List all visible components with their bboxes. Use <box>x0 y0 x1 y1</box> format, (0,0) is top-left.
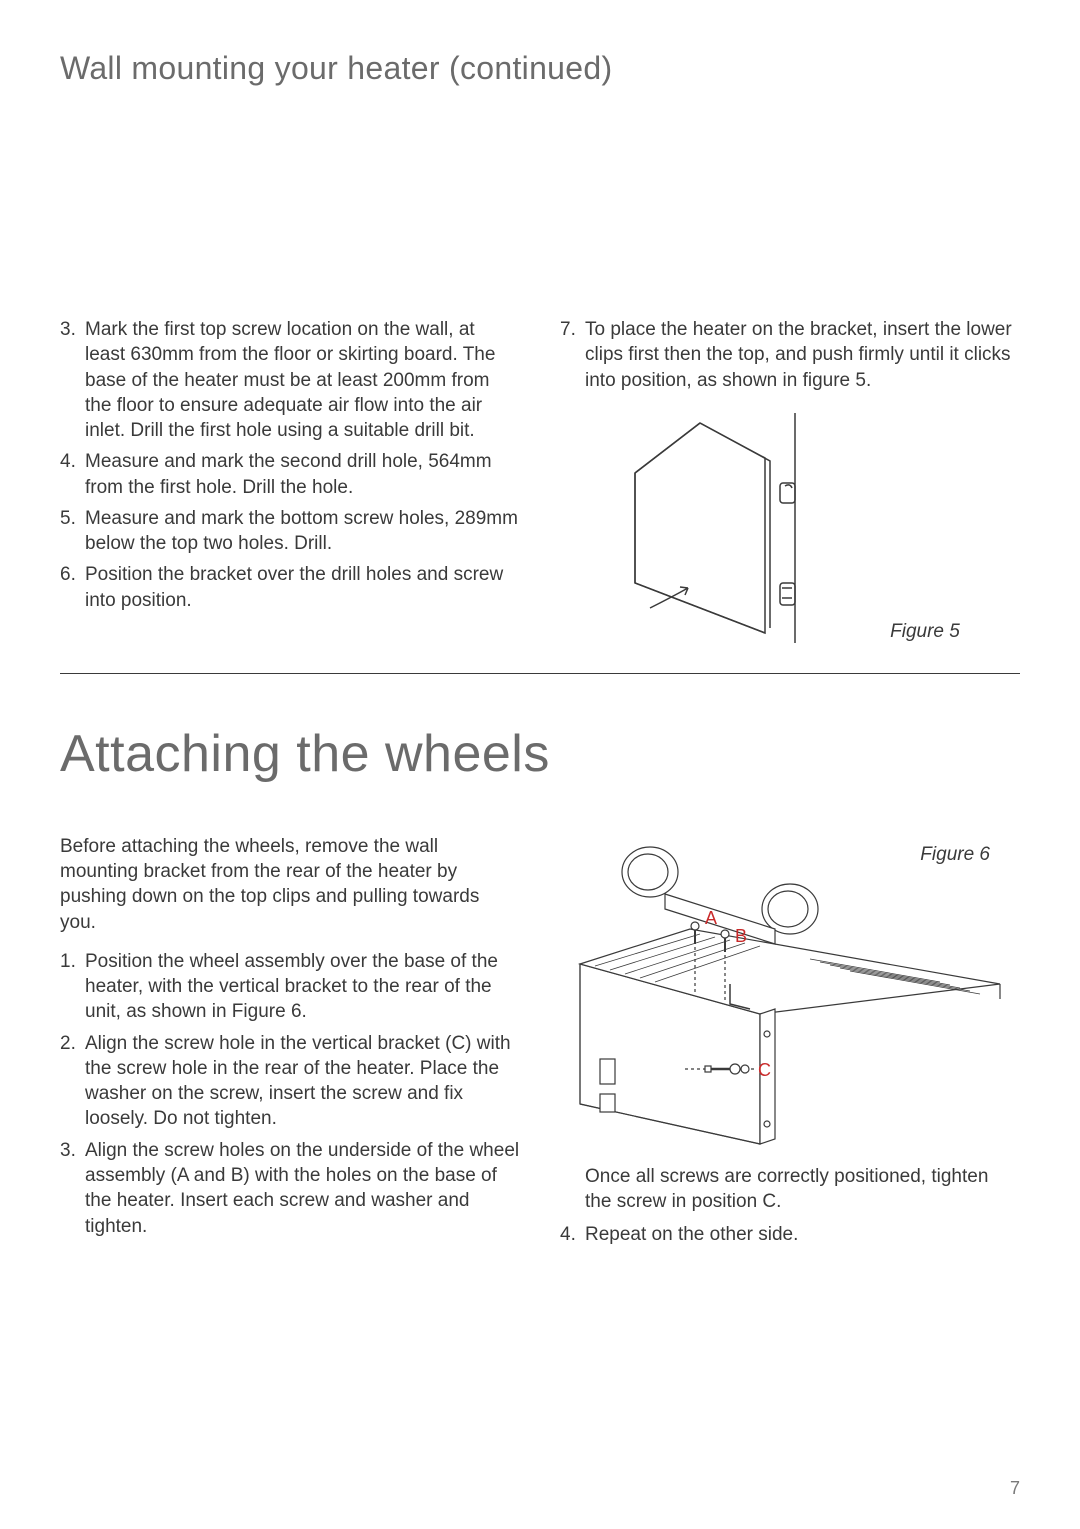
figure5-container: Figure 5 <box>560 413 1020 643</box>
list-item: 7. To place the heater on the bracket, i… <box>560 317 1020 393</box>
figure6-diagram: A B C <box>560 834 1010 1154</box>
below-figure-text: Once all screws are correctly positioned… <box>560 1164 1020 1215</box>
list-item: 5. Measure and mark the bottom screw hol… <box>60 506 520 557</box>
list-text: Repeat on the other side. <box>585 1222 1020 1247</box>
figure6-label: Figure 6 <box>920 844 990 866</box>
list-item: 6. Position the bracket over the drill h… <box>60 562 520 613</box>
intro-paragraph: Before attaching the wheels, remove the … <box>60 834 520 935</box>
section1-right-col: 7. To place the heater on the bracket, i… <box>560 317 1020 643</box>
section1-columns: 3. Mark the first top screw location on … <box>60 317 1020 643</box>
list-item: 2. Align the screw hole in the vertical … <box>60 1031 520 1132</box>
list-text: Position the bracket over the drill hole… <box>85 562 520 613</box>
section2-right-col: A B C Figure 6 Once all screws are corre… <box>560 834 1020 1254</box>
list-text: Align the screw hole in the vertical bra… <box>85 1031 520 1132</box>
list-item: 1. Position the wheel assembly over the … <box>60 949 520 1025</box>
section2-columns: Before attaching the wheels, remove the … <box>60 834 1020 1254</box>
figure5-label: Figure 5 <box>890 621 960 643</box>
list-text: Mark the first top screw location on the… <box>85 317 520 443</box>
list-number: 7. <box>560 317 585 393</box>
list-text: To place the heater on the bracket, inse… <box>585 317 1020 393</box>
list-text: Measure and mark the second drill hole, … <box>85 449 520 500</box>
main-heading: Attaching the wheels <box>60 724 1020 784</box>
page-number: 7 <box>1010 1478 1020 1499</box>
list-number: 2. <box>60 1031 85 1132</box>
list-item: 4. Measure and mark the second drill hol… <box>60 449 520 500</box>
label-b: B <box>735 926 747 946</box>
list-text: Align the screw holes on the underside o… <box>85 1138 520 1239</box>
list-number: 6. <box>60 562 85 613</box>
list-text: Position the wheel assembly over the bas… <box>85 949 520 1025</box>
section2-left-col: Before attaching the wheels, remove the … <box>60 834 520 1254</box>
list-text: Measure and mark the bottom screw holes,… <box>85 506 520 557</box>
section-divider <box>60 673 1020 674</box>
list-item: 3. Mark the first top screw location on … <box>60 317 520 443</box>
list-number: 4. <box>560 1222 585 1247</box>
figure5-diagram <box>620 413 860 643</box>
section1-left-col: 3. Mark the first top screw location on … <box>60 317 520 643</box>
list-item: 3. Align the screw holes on the undersid… <box>60 1138 520 1239</box>
list-number: 1. <box>60 949 85 1025</box>
list-number: 5. <box>60 506 85 557</box>
list-item: 4. Repeat on the other side. <box>560 1222 1020 1247</box>
label-a: A <box>705 908 717 928</box>
figure6-wrapper: A B C Figure 6 <box>560 834 1020 1154</box>
label-c: C <box>758 1060 771 1080</box>
page-subtitle: Wall mounting your heater (continued) <box>60 50 1020 87</box>
list-number: 4. <box>60 449 85 500</box>
list-number: 3. <box>60 1138 85 1239</box>
list-number: 3. <box>60 317 85 443</box>
